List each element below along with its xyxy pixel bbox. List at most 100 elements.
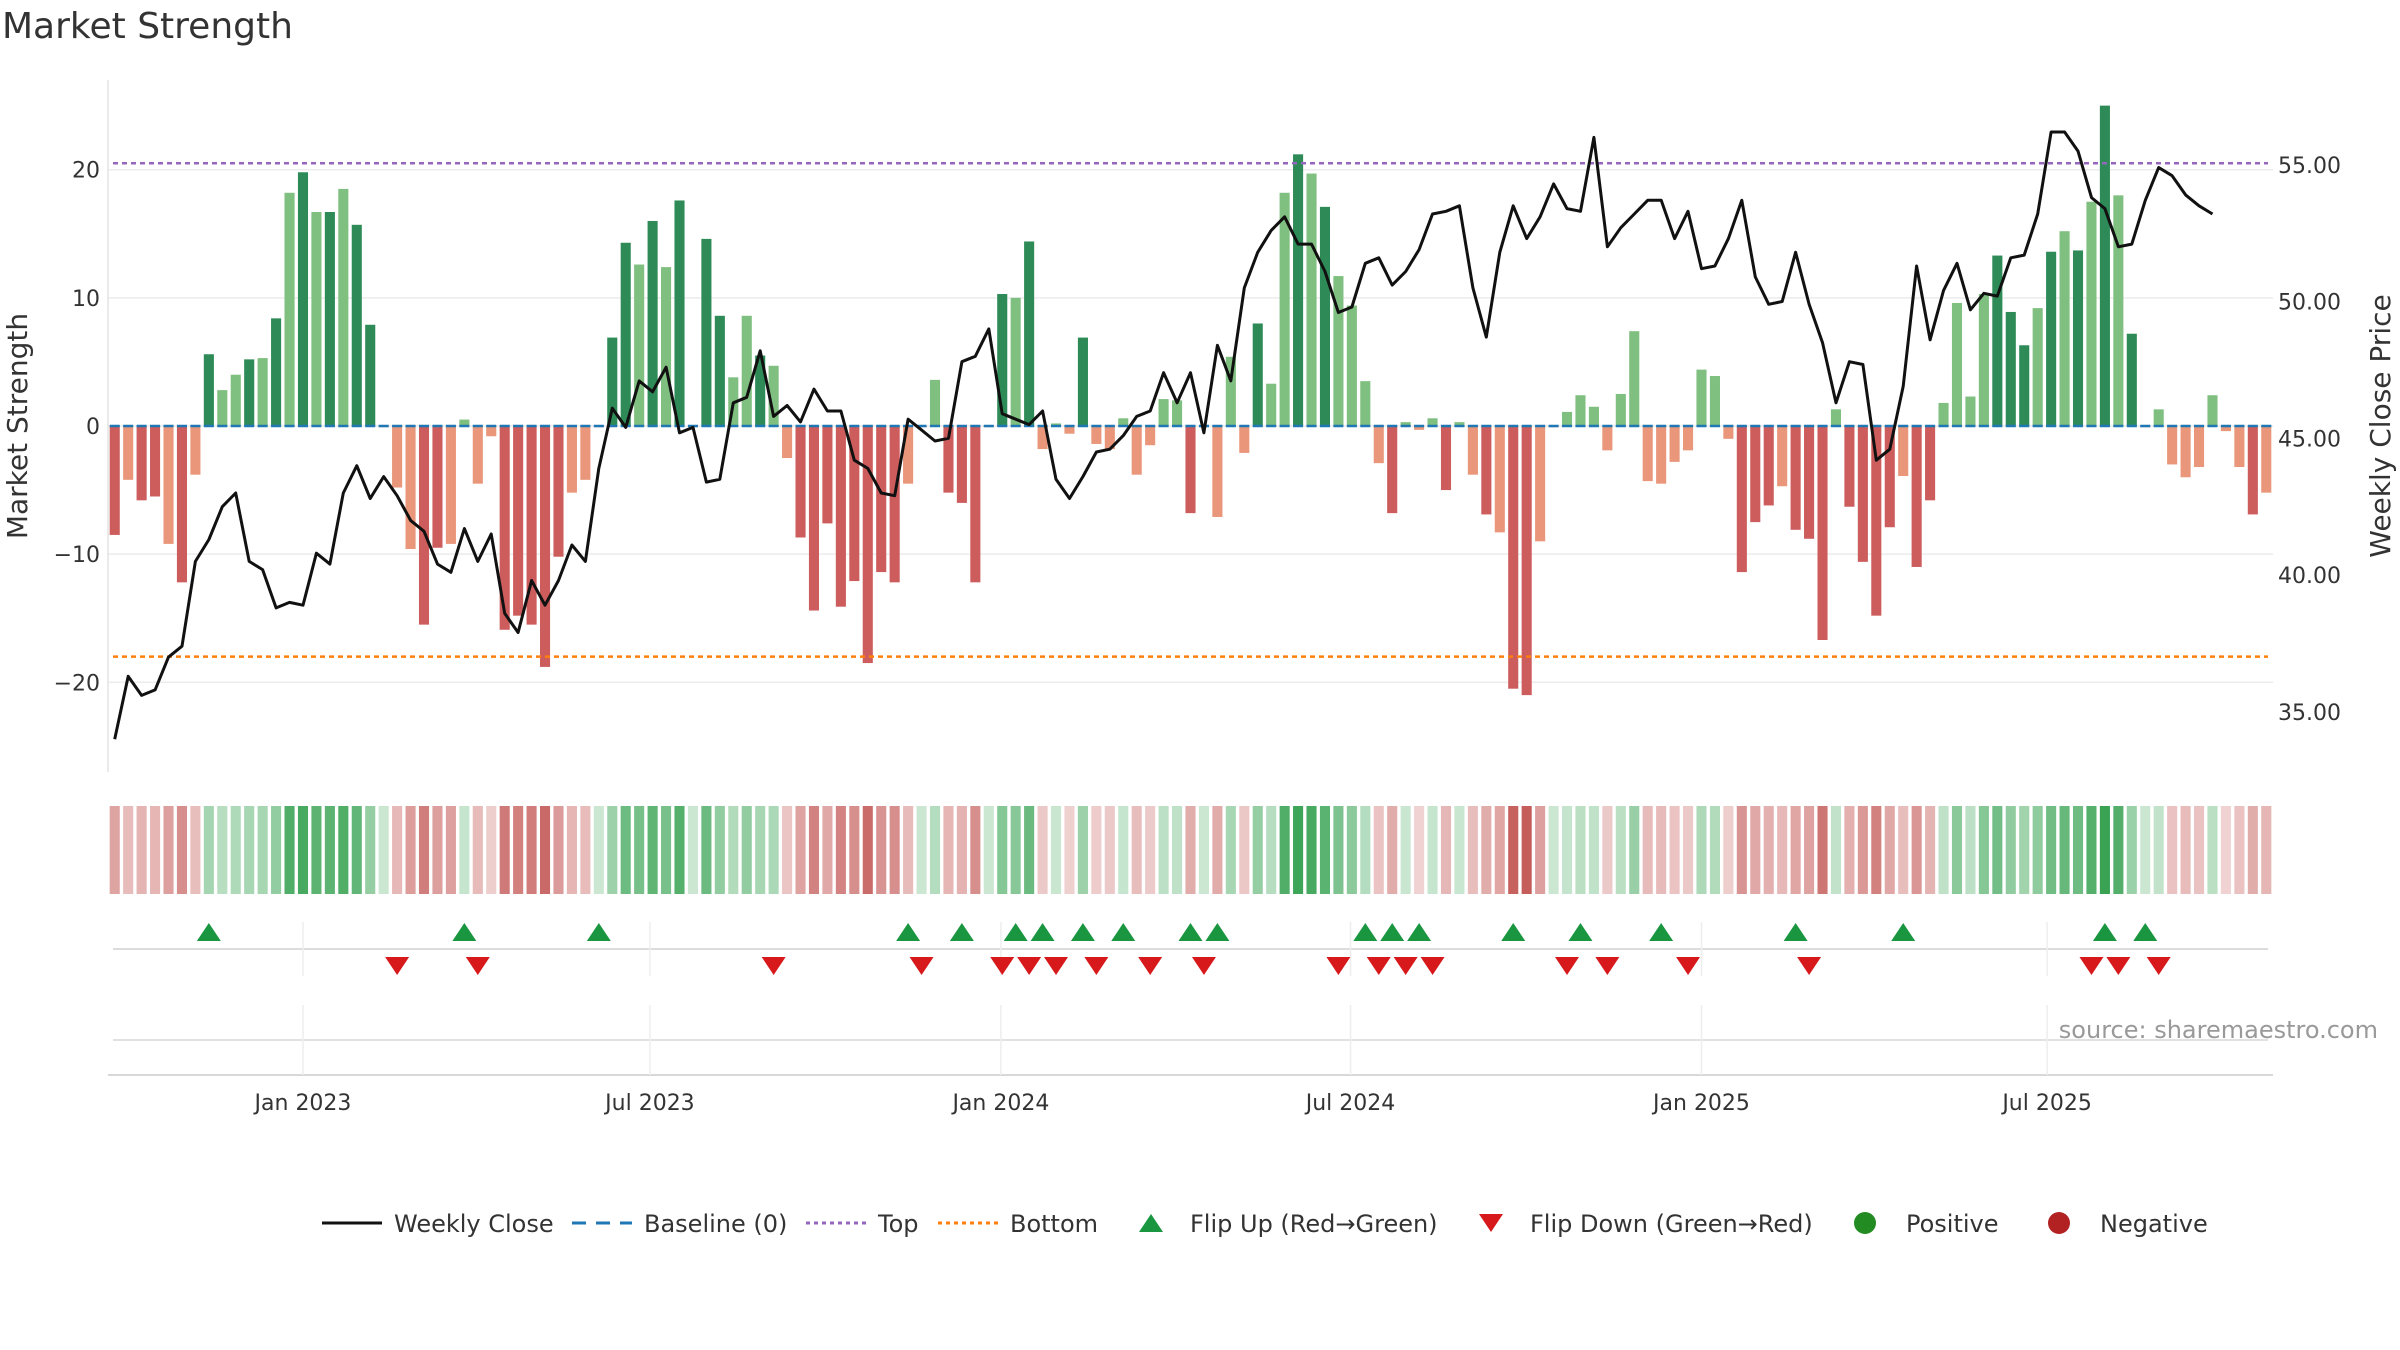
- heat-cell: [1521, 806, 1532, 894]
- heat-cell: [580, 806, 591, 894]
- legend-swatch: [2048, 1212, 2070, 1234]
- heat-cell: [176, 806, 188, 894]
- x-tick-label: Jan 2025: [1651, 1091, 1750, 1116]
- strength-bar: [1050, 423, 1062, 426]
- strength-bar: [1293, 154, 1304, 426]
- heat-cell: [1158, 806, 1169, 894]
- strength-bar: [1158, 399, 1169, 426]
- strength-bar: [634, 264, 645, 426]
- flip-down-marker: [2079, 957, 2104, 975]
- flip-up-marker: [1353, 923, 1378, 941]
- legend-swatch: [1479, 1214, 1503, 1232]
- heat-cell: [365, 806, 376, 894]
- heat-cell: [1629, 806, 1640, 894]
- strength-bar: [795, 426, 806, 538]
- flip-down-marker: [1044, 957, 1069, 975]
- heat-cell: [1118, 806, 1129, 894]
- heat-cell: [1844, 806, 1855, 894]
- strength-bar: [1360, 381, 1371, 426]
- heat-cell: [1615, 806, 1626, 894]
- strength-bar: [526, 426, 537, 625]
- strength-bar: [2234, 426, 2245, 468]
- heat-cell: [728, 806, 739, 894]
- heat-cell: [983, 806, 994, 894]
- strength-bar: [970, 426, 981, 583]
- flip-up-marker: [1568, 923, 1593, 941]
- heat-cell: [1561, 806, 1573, 894]
- flip-down-marker: [1420, 957, 1445, 975]
- flip-up-marker: [1111, 923, 1136, 941]
- legend-label: Bottom: [1010, 1210, 1098, 1238]
- heat-cell: [1454, 806, 1465, 894]
- strength-bar: [1266, 383, 1277, 426]
- heat-cell: [1306, 806, 1317, 894]
- y2-tick-label: 45.00: [2278, 427, 2341, 452]
- y2-tick-label: 50.00: [2278, 291, 2341, 316]
- heat-cell: [929, 806, 941, 894]
- strength-bar: [1575, 395, 1586, 426]
- heat-cell: [553, 806, 564, 894]
- strength-bar: [1239, 426, 1250, 453]
- heat-cell: [1467, 806, 1478, 894]
- flip-down-marker: [1393, 957, 1418, 975]
- heat-cell: [203, 806, 214, 894]
- strength-bar: [2247, 426, 2258, 515]
- flip-up-marker: [1891, 923, 1916, 941]
- strength-bar: [1777, 426, 1788, 487]
- heat-cell: [1414, 806, 1425, 894]
- strength-bar: [1723, 426, 1734, 439]
- heat-cell: [2113, 806, 2124, 894]
- heat-cell: [835, 806, 846, 894]
- strength-bar: [1925, 426, 1936, 501]
- heat-cell: [674, 806, 685, 894]
- flip-up-marker: [196, 923, 221, 941]
- heat-cell: [459, 806, 470, 894]
- strength-bar: [1333, 276, 1344, 426]
- heat-cell: [566, 806, 577, 894]
- heat-cell: [499, 806, 510, 894]
- heat-cell: [822, 806, 833, 894]
- heat-cell: [1951, 806, 1963, 894]
- flip-up-marker: [1407, 923, 1432, 941]
- heat-cell: [1642, 806, 1653, 894]
- strength-bar: [271, 318, 282, 426]
- strength-bar: [2220, 426, 2231, 432]
- strength-bar: [1844, 426, 1855, 507]
- legend-label: Negative: [2100, 1210, 2208, 1238]
- strength-bar: [230, 374, 241, 426]
- strength-bar: [1077, 337, 1088, 426]
- heat-cell: [1104, 806, 1115, 894]
- heat-cell: [1239, 806, 1250, 894]
- heat-cell: [768, 806, 779, 894]
- heat-cell: [311, 806, 322, 894]
- strength-bar: [217, 390, 228, 426]
- heat-cell: [1938, 806, 1949, 894]
- heat-cell: [539, 806, 551, 894]
- heat-cell: [1198, 806, 1209, 894]
- heat-cell: [607, 806, 618, 894]
- heat-cell: [1575, 806, 1586, 894]
- strength-bar: [539, 426, 551, 667]
- strength-bar: [499, 426, 510, 630]
- strength-bar: [1817, 426, 1828, 641]
- strength-bar: [1172, 400, 1183, 426]
- flip-down-marker: [465, 957, 490, 975]
- heat-cell: [916, 806, 927, 894]
- strength-bar: [1400, 422, 1411, 426]
- strength-bar: [1656, 426, 1667, 484]
- strength-bar: [1440, 426, 1452, 491]
- heat-cell: [2046, 806, 2057, 894]
- heat-cell: [1440, 806, 1452, 894]
- strength-bar: [472, 426, 483, 484]
- heat-cell: [1535, 806, 1546, 894]
- flip-down-marker: [1017, 957, 1042, 975]
- flip-down-marker: [1138, 957, 1163, 975]
- strength-bar: [620, 242, 631, 426]
- strength-bar: [1064, 426, 1075, 434]
- heat-cell: [2193, 806, 2205, 894]
- heat-cell: [1723, 806, 1734, 894]
- heat-cell: [1172, 806, 1183, 894]
- strength-bar: [1830, 409, 1842, 426]
- strength-bar: [1642, 426, 1653, 482]
